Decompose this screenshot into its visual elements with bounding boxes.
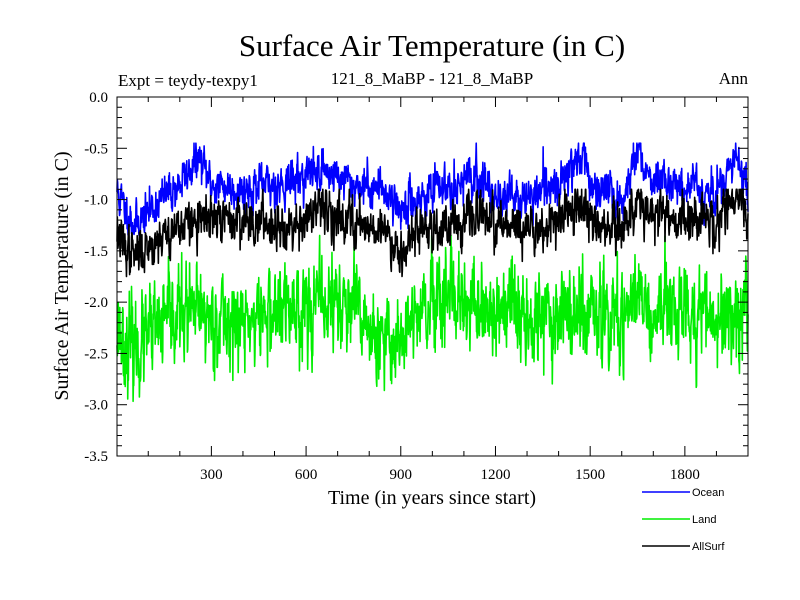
- y-axis-label: Surface Air Temperature (in C): [51, 151, 73, 400]
- chart-subtitle-right: Ann: [719, 69, 749, 88]
- series-line-land: [116, 234, 749, 403]
- y-tick-label: 0.0: [89, 90, 108, 106]
- chart-subtitle-center: 121_8_MaBP - 121_8_MaBP: [331, 69, 533, 88]
- x-tick-label: 1800: [670, 467, 700, 483]
- series-line-allsurf: [116, 188, 749, 278]
- chart-title: Surface Air Temperature (in C): [239, 28, 625, 63]
- series-line-ocean: [116, 142, 749, 237]
- x-tick-label: 300: [200, 467, 223, 483]
- x-tick-label: 600: [295, 467, 318, 483]
- legend: Ocean Land AllSurf: [642, 487, 725, 553]
- x-tick-label: 1200: [480, 467, 510, 483]
- x-tick-label: 900: [390, 467, 413, 483]
- plot-lines: [116, 142, 749, 403]
- legend-label-allsurf: AllSurf: [692, 541, 725, 553]
- chart-subtitle-left: Expt = teydy-texpy1: [118, 71, 258, 90]
- y-tick-label: -2.5: [84, 346, 108, 362]
- legend-label-ocean: Ocean: [692, 487, 724, 499]
- plot-frame: [116, 96, 749, 457]
- y-tick-label: -1.0: [84, 193, 108, 209]
- legend-label-land: Land: [692, 514, 716, 526]
- x-tick-label: 1500: [575, 467, 605, 483]
- y-tick-label: -3.0: [84, 398, 108, 414]
- axis-ticks: 300 600 900 1200 1500 1800 0.0 -0.5 -1.0 -1.5 -2.0…: [84, 90, 748, 483]
- y-tick-label: -1.5: [84, 244, 108, 260]
- y-tick-label: -3.5: [84, 449, 108, 465]
- x-axis-label: Time (in years since start): [328, 487, 536, 509]
- y-tick-label: -2.0: [84, 295, 108, 311]
- y-tick-label: -0.5: [84, 141, 108, 157]
